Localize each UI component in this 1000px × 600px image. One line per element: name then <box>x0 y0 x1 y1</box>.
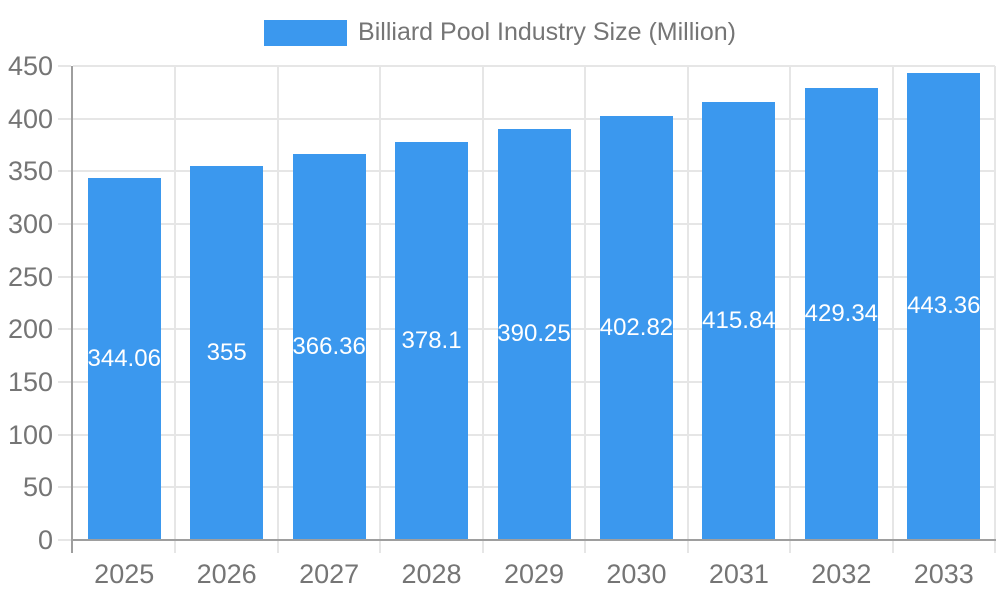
bar[interactable] <box>395 141 469 540</box>
x-axis-label: 2031 <box>708 559 769 589</box>
x-axis-tick <box>891 540 894 553</box>
legend-label: Billiard Pool Industry Size (Million) <box>358 18 736 46</box>
y-axis-tick <box>58 170 71 173</box>
y-axis-line <box>71 66 73 553</box>
x-axis-tick <box>481 540 484 553</box>
h-gridline <box>73 117 995 120</box>
y-axis-tick <box>58 433 71 436</box>
bar-value-label: 402.82 <box>599 313 674 341</box>
y-axis-label: 400 <box>7 103 53 134</box>
y-axis-label: 150 <box>7 367 53 397</box>
h-gridline <box>73 65 995 67</box>
v-gridline <box>481 66 484 540</box>
y-axis-tick <box>58 65 71 67</box>
bar-value-label: 429.34 <box>804 299 879 327</box>
bar-value-label: 390.25 <box>497 320 571 348</box>
x-axis-tick <box>276 540 279 553</box>
y-axis-label: 50 <box>22 472 53 503</box>
v-gridline <box>891 66 894 540</box>
x-axis-line <box>71 539 996 541</box>
y-axis-tick <box>58 486 71 489</box>
bar[interactable] <box>804 87 878 540</box>
bar[interactable] <box>292 154 366 540</box>
legend-swatch <box>264 19 348 46</box>
x-axis-label: 2033 <box>913 559 974 589</box>
x-axis-label: 2030 <box>606 559 667 589</box>
y-axis-tick <box>58 223 71 225</box>
y-axis-tick <box>58 275 71 278</box>
bar-value-label: 344.06 <box>87 344 161 372</box>
bar-value-label: 415.84 <box>702 306 776 334</box>
x-axis-tick <box>174 540 177 553</box>
v-gridline <box>789 66 792 540</box>
y-axis-label: 250 <box>7 261 53 292</box>
v-gridline <box>584 66 587 540</box>
bar-value-label: 355 <box>206 339 247 367</box>
bar-value-label: 366.36 <box>292 333 366 361</box>
v-gridline <box>994 66 996 540</box>
x-axis-tick <box>584 540 587 553</box>
x-axis-tick <box>379 540 382 553</box>
y-axis-label: 450 <box>7 51 53 81</box>
y-axis-tick <box>58 381 71 383</box>
y-axis-label: 300 <box>7 209 53 239</box>
legend[interactable]: Billiard Pool Industry Size (Million) <box>0 18 1000 47</box>
v-gridline <box>174 66 177 540</box>
x-axis-label: 2032 <box>811 559 872 589</box>
x-axis-label: 2025 <box>94 559 155 589</box>
y-axis-tick <box>58 117 71 120</box>
y-axis-label: 0 <box>37 525 53 555</box>
x-axis-tick <box>686 540 689 553</box>
v-gridline <box>379 66 382 540</box>
bar[interactable] <box>907 72 981 540</box>
x-axis-tick <box>789 540 792 553</box>
bar[interactable] <box>702 101 776 540</box>
x-axis-label: 2028 <box>401 559 462 589</box>
bar[interactable] <box>190 166 264 540</box>
bar[interactable] <box>599 115 673 540</box>
bar-value-label: 378.1 <box>401 326 462 354</box>
y-axis-label: 200 <box>7 314 53 345</box>
v-gridline <box>276 66 279 540</box>
y-axis-tick <box>58 328 71 331</box>
x-axis-label: 2026 <box>196 559 257 589</box>
x-axis-label: 2027 <box>299 559 360 589</box>
y-axis-tick <box>58 539 71 541</box>
x-axis-tick <box>994 540 996 553</box>
v-gridline <box>686 66 689 540</box>
bar-value-label: 443.36 <box>907 292 981 320</box>
bar[interactable] <box>497 128 571 540</box>
y-axis-label: 350 <box>7 156 53 187</box>
y-axis-label: 100 <box>7 419 53 450</box>
x-axis-label: 2029 <box>503 559 565 589</box>
bar[interactable] <box>87 177 161 540</box>
